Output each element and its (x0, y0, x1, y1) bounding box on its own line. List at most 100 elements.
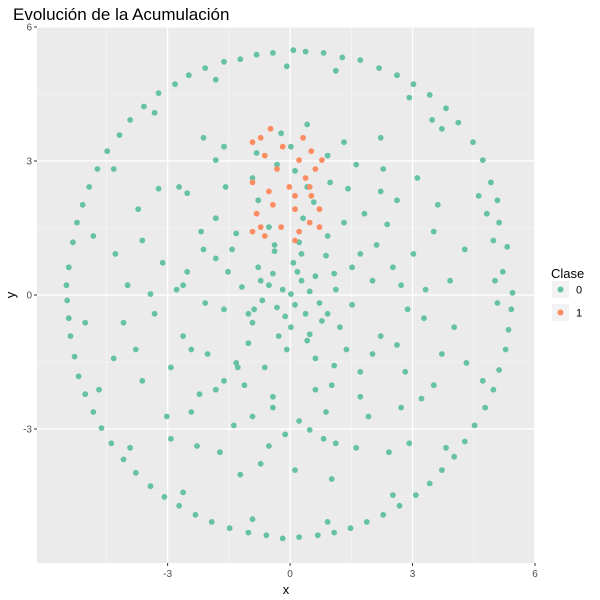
data-point-series-0 (320, 50, 327, 56)
data-point-series-0 (494, 300, 501, 306)
data-point-series-0 (353, 444, 360, 451)
data-point-series-0 (188, 346, 195, 353)
data-point-series-1 (292, 192, 298, 199)
data-point-series-1 (249, 139, 256, 146)
data-point-series-1 (308, 192, 315, 199)
legend: Clase 01 (551, 266, 584, 321)
data-point-series-0 (237, 471, 244, 478)
data-point-series-0 (430, 382, 437, 389)
data-point-series-0 (163, 413, 170, 420)
data-point-series-0 (412, 492, 419, 498)
data-point-series-0 (398, 404, 404, 411)
data-point-series-0 (161, 494, 168, 500)
data-point-series-0 (249, 413, 256, 420)
data-point-series-0 (300, 215, 306, 222)
data-point-series-0 (226, 525, 233, 532)
data-point-series-0 (439, 467, 445, 473)
data-point-series-0 (221, 306, 227, 313)
data-point-series-1 (292, 237, 298, 244)
data-point-series-1 (249, 179, 256, 186)
data-point-series-1 (316, 224, 323, 231)
data-point-series-0 (202, 300, 209, 306)
data-point-series-0 (139, 237, 146, 244)
data-point-series-0 (180, 489, 187, 496)
data-point-series-0 (292, 467, 298, 473)
data-point-series-0 (288, 324, 294, 331)
data-point-series-0 (347, 525, 354, 532)
data-point-series-0 (266, 224, 272, 231)
data-point-series-0 (279, 535, 286, 542)
data-point-series-0 (127, 444, 133, 451)
data-point-series-0 (221, 143, 227, 150)
data-point-series-0 (302, 48, 309, 55)
data-point-series-0 (414, 175, 421, 181)
data-point-series-0 (198, 228, 205, 235)
data-point-series-0 (380, 166, 387, 172)
data-point-series-0 (271, 248, 278, 255)
data-point-series-0 (237, 56, 244, 63)
data-point-series-0 (266, 443, 272, 449)
data-point-series-0 (168, 364, 174, 371)
data-point-series-0 (341, 139, 347, 146)
data-point-series-0 (323, 409, 329, 415)
data-point-series-0 (494, 197, 501, 204)
data-point-series-0 (402, 368, 409, 375)
data-point-series-0 (255, 264, 262, 271)
data-point-series-0 (488, 179, 494, 186)
y-axis-title: y (3, 291, 18, 298)
data-point-series-0 (239, 284, 245, 290)
data-point-series-0 (343, 346, 350, 353)
data-point-series-0 (390, 264, 396, 271)
data-point-series-0 (221, 58, 227, 65)
data-point-series-0 (283, 346, 290, 353)
data-point-series-0 (406, 440, 413, 447)
data-point-series-0 (345, 185, 351, 192)
data-point-series-0 (249, 319, 256, 326)
y-axis-ticks: -3 0 3 6 (23, 23, 37, 436)
data-point-series-0 (253, 150, 260, 156)
data-point-series-0 (245, 529, 252, 536)
data-point-series-0 (421, 315, 427, 322)
data-point-series-0 (447, 277, 453, 284)
data-point-series-0 (451, 324, 458, 331)
data-point-series-0 (212, 76, 219, 83)
data-point-series-0 (508, 306, 515, 313)
data-point-series-0 (365, 413, 372, 420)
data-point-series-0 (390, 492, 396, 498)
x-tick-label: 3 (410, 569, 416, 580)
data-point-series-0 (212, 215, 219, 222)
data-point-series-0 (275, 333, 282, 339)
data-point-series-0 (192, 511, 199, 518)
data-point-series-0 (306, 288, 313, 295)
legend-swatch-0 (557, 286, 564, 293)
data-point-series-0 (331, 362, 338, 369)
data-point-series-0 (316, 300, 323, 306)
y-tick-label: -3 (23, 425, 32, 436)
data-point-series-0 (377, 188, 384, 195)
data-point-series-0 (490, 237, 497, 244)
data-point-series-0 (331, 270, 338, 277)
data-point-series-0 (212, 386, 219, 393)
data-point-series-0 (349, 301, 355, 308)
data-point-series-0 (304, 121, 311, 128)
data-point-series-0 (314, 532, 321, 539)
data-point-series-0 (79, 201, 86, 208)
data-point-series-0 (394, 197, 400, 204)
data-point-series-0 (422, 286, 429, 293)
data-point-series-0 (108, 440, 115, 447)
data-point-series-1 (302, 175, 309, 181)
data-point-series-0 (380, 511, 387, 518)
data-point-series-0 (332, 440, 339, 447)
data-point-series-0 (398, 282, 404, 289)
legend-swatch-1 (557, 309, 564, 316)
data-point-series-0 (180, 282, 187, 289)
data-point-series-1 (308, 148, 315, 155)
data-point-series-0 (361, 210, 368, 217)
data-point-series-0 (255, 197, 262, 204)
data-point-series-0 (225, 268, 231, 275)
data-point-series-1 (292, 206, 298, 213)
data-point-series-0 (147, 291, 154, 297)
data-point-series-0 (426, 480, 433, 487)
data-point-series-0 (394, 342, 400, 348)
data-point-series-0 (404, 306, 411, 313)
